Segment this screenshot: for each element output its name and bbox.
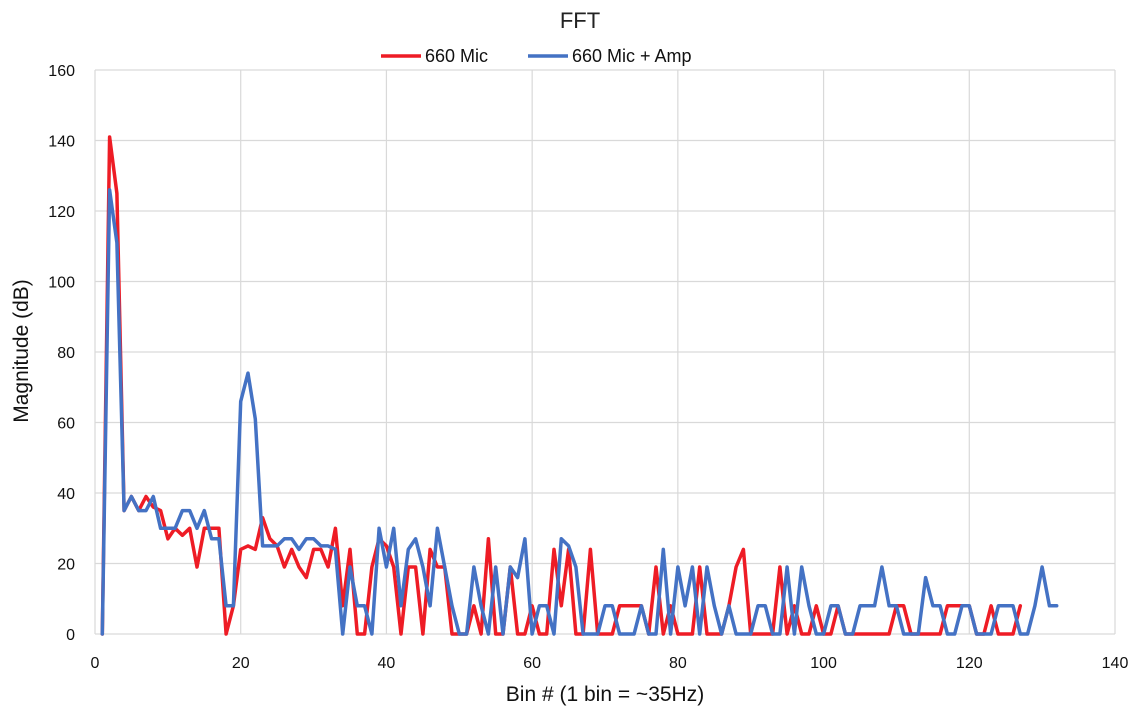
y-tick-label: 160 [48,63,75,80]
x-tick-label: 60 [523,655,541,672]
x-tick-label: 140 [1102,655,1129,672]
y-tick-label: 100 [48,275,75,292]
y-tick-label: 140 [48,134,75,151]
legend-label-660-mic: 660 Mic [425,46,488,66]
x-tick-label: 120 [956,655,983,672]
legend: 660 Mic 660 Mic + Amp [381,46,692,66]
series-line-660-mic [100,135,1023,636]
chart-title: FFT [560,8,600,33]
series-layer [100,135,1059,636]
y-tick-label: 20 [57,557,75,574]
y-tick-label: 0 [66,627,75,644]
x-tick-label: 0 [91,655,100,672]
y-axis-label: Magnitude (dB) [10,279,33,423]
x-tick-label: 80 [669,655,687,672]
y-tick-label: 120 [48,204,75,221]
x-axis-label: Bin # (1 bin = ~35Hz) [506,683,704,706]
x-tick-label: 100 [810,655,837,672]
legend-label-660-mic-amp: 660 Mic + Amp [572,46,692,66]
series-line-660-mic-amp [100,188,1059,636]
y-tick-label: 80 [57,345,75,362]
x-tick-label: 20 [232,655,250,672]
x-tick-label: 40 [378,655,396,672]
tick-labels: 0 20 40 60 80 100 120 140 160 0 20 40 60 80 100 120 140 [48,63,1128,672]
y-tick-label: 40 [57,486,75,503]
y-tick-label: 60 [57,416,75,433]
gridlines [94,69,1116,635]
